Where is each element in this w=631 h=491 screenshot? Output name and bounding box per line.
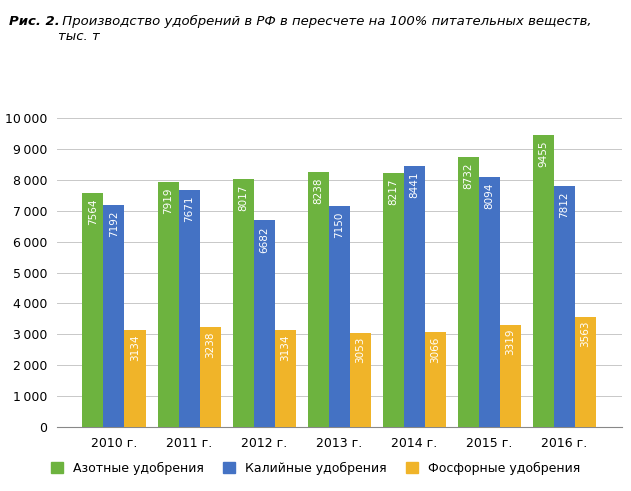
Bar — [199, 327, 221, 427]
Bar — [254, 220, 274, 427]
Bar — [158, 182, 179, 427]
Bar — [308, 172, 329, 427]
Text: 7192: 7192 — [109, 210, 119, 237]
Text: 3134: 3134 — [130, 334, 140, 361]
Text: 8441: 8441 — [410, 172, 419, 198]
Text: 3238: 3238 — [205, 331, 215, 357]
Text: 8017: 8017 — [238, 185, 248, 211]
Bar — [179, 190, 199, 427]
Text: 8238: 8238 — [313, 178, 323, 204]
Text: 3053: 3053 — [355, 337, 365, 363]
Bar — [329, 206, 350, 427]
Bar — [457, 157, 479, 427]
Text: 7150: 7150 — [334, 212, 344, 238]
Text: 7671: 7671 — [184, 195, 194, 222]
Text: 7564: 7564 — [88, 199, 98, 225]
Bar — [500, 325, 521, 427]
Bar — [83, 193, 103, 427]
Text: 9455: 9455 — [538, 140, 548, 167]
Text: 8732: 8732 — [463, 163, 473, 189]
Bar — [404, 166, 425, 427]
Text: Рис. 2.: Рис. 2. — [9, 15, 60, 27]
Text: 8094: 8094 — [484, 182, 494, 209]
Bar — [554, 186, 575, 427]
Bar — [533, 135, 554, 427]
Bar — [479, 177, 500, 427]
Text: 3066: 3066 — [430, 336, 440, 363]
Text: 7919: 7919 — [163, 188, 173, 214]
Text: 3319: 3319 — [505, 328, 516, 355]
Bar — [350, 333, 370, 427]
Bar — [124, 330, 146, 427]
Text: 6682: 6682 — [259, 226, 269, 252]
Bar — [382, 173, 404, 427]
Bar — [233, 179, 254, 427]
Bar — [425, 332, 445, 427]
Legend: Азотные удобрения, Калийные удобрения, Фосфорные удобрения: Азотные удобрения, Калийные удобрения, Ф… — [45, 457, 586, 480]
Bar — [274, 330, 296, 427]
Text: 7812: 7812 — [559, 191, 569, 218]
Text: 3563: 3563 — [581, 321, 591, 348]
Bar — [575, 317, 596, 427]
Bar — [103, 205, 124, 427]
Text: 3134: 3134 — [280, 334, 290, 361]
Text: Производство удобрений в РФ в пересчете на 100% питательных веществ,
тыс. т: Производство удобрений в РФ в пересчете … — [58, 15, 592, 43]
Text: 8217: 8217 — [388, 179, 398, 205]
